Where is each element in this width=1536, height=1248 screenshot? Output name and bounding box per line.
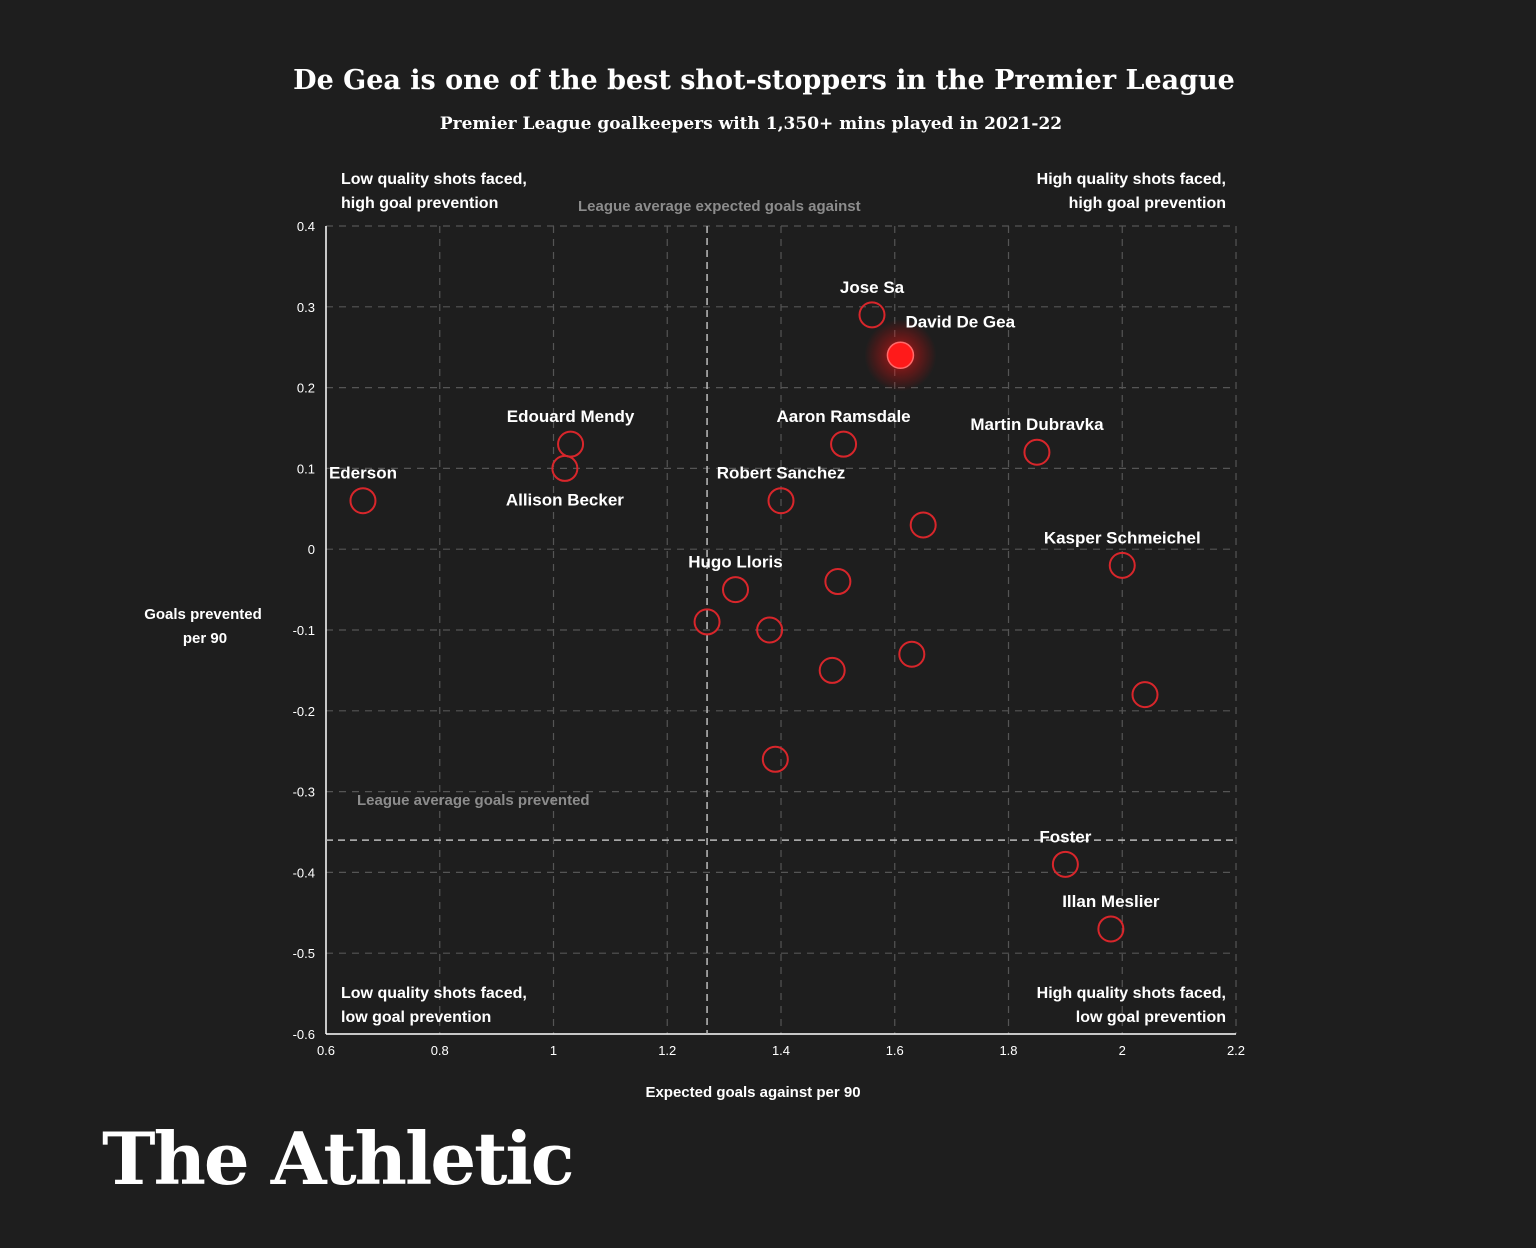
scatter-point xyxy=(722,576,749,604)
reference-y-label: League average goals prevented xyxy=(357,792,590,809)
y-tick-label: -0.4 xyxy=(293,865,315,880)
scatter-point xyxy=(1051,850,1079,878)
y-tick-label: -0.5 xyxy=(293,946,315,961)
scatter-point xyxy=(349,487,377,515)
chart-title: De Gea is one of the best shot-stoppers … xyxy=(293,65,1235,96)
gridlines xyxy=(326,225,1237,1034)
y-tick-label: 0 xyxy=(308,542,315,557)
y-tick-label: -0.2 xyxy=(293,704,315,719)
scatter-point xyxy=(767,487,795,515)
brand-logo: The Athletic xyxy=(102,1116,573,1201)
scatter-point xyxy=(818,656,846,684)
point-label: Foster xyxy=(1039,827,1091,846)
scatter-point xyxy=(909,511,937,539)
quadrant-label-bottom-left-line1: Low quality shots faced, xyxy=(341,985,527,1002)
point-label: Illan Meslier xyxy=(1062,892,1160,911)
chart-subtitle: Premier League goalkeepers with 1,350+ m… xyxy=(440,114,1062,134)
point-label: Kasper Schmeichel xyxy=(1044,528,1201,547)
y-tick-label: 0.1 xyxy=(297,461,315,476)
x-tick-label: 2.2 xyxy=(1227,1043,1245,1058)
y-tick-label: -0.3 xyxy=(293,785,315,800)
reference-x-label: League average expected goals against xyxy=(578,198,861,215)
x-tick-label: 1.4 xyxy=(772,1043,790,1058)
scatter-point xyxy=(1108,551,1136,579)
scatter-point xyxy=(1023,438,1051,466)
point-label: Jose Sa xyxy=(840,278,905,297)
point-label: Ederson xyxy=(329,464,397,483)
point-label: Allison Becker xyxy=(506,490,624,509)
scatter-point xyxy=(858,301,886,329)
scatter-point-highlight xyxy=(886,341,915,370)
quadrant-label-bottom-right-line2: low goal prevention xyxy=(1076,1009,1226,1026)
y-tick-label: 0.2 xyxy=(297,381,315,396)
x-tick-label: 1.8 xyxy=(999,1043,1017,1058)
scatter-point xyxy=(551,454,579,482)
axes: 0.6 0.8 1 1.2 1.4 1.6 1.8 2 2.2 0.4 0.3 0.2 0.1 0 -0.1… xyxy=(293,219,1245,1058)
point-label: Martin Dubravka xyxy=(970,415,1104,434)
point-label: Edouard Mendy xyxy=(507,407,635,426)
y-tick-label: -0.1 xyxy=(293,623,315,638)
x-tick-label: 1 xyxy=(550,1043,557,1058)
point-label: David De Gea xyxy=(905,312,1015,331)
point-label: Robert Sanchez xyxy=(717,464,845,483)
scatter-point xyxy=(824,568,852,596)
x-tick-label: 0.6 xyxy=(317,1043,335,1058)
y-tick-label: -0.6 xyxy=(293,1027,315,1042)
scatter-point xyxy=(693,608,721,636)
y-axis-label-line2: per 90 xyxy=(183,630,227,647)
reference-lines xyxy=(326,226,1236,1034)
x-axis-label: Expected goals against per 90 xyxy=(645,1084,860,1101)
y-axis-label-line1: Goals prevented xyxy=(144,606,262,623)
quadrant-label-bottom-right-line1: High quality shots faced, xyxy=(1037,985,1226,1002)
quadrant-label-top-right-line1: High quality shots faced, xyxy=(1037,171,1226,188)
point-label: Aaron Ramsdale xyxy=(776,407,910,426)
scatter-point xyxy=(761,745,789,773)
x-tick-label: 2 xyxy=(1119,1043,1126,1058)
x-tick-label: 1.6 xyxy=(886,1043,904,1058)
x-tick-label: 0.8 xyxy=(431,1043,449,1058)
scatter-point xyxy=(1097,915,1125,943)
quadrant-label-bottom-left-line2: low goal prevention xyxy=(341,1009,491,1026)
x-tick-label: 1.2 xyxy=(658,1043,676,1058)
y-tick-label: 0.4 xyxy=(297,219,315,234)
quadrant-label-top-right-line2: high goal prevention xyxy=(1069,195,1226,212)
scatter-point xyxy=(557,430,585,458)
scatter-point xyxy=(756,616,784,644)
quadrant-label-top-left-line2: high goal prevention xyxy=(341,195,498,212)
quadrant-label-top-left-line1: Low quality shots faced, xyxy=(341,171,527,188)
scatter-point xyxy=(1131,681,1159,709)
point-label: Hugo Lloris xyxy=(688,553,782,572)
y-tick-label: 0.3 xyxy=(297,300,315,315)
scatter-point xyxy=(898,640,926,668)
scatter-point xyxy=(830,430,858,458)
